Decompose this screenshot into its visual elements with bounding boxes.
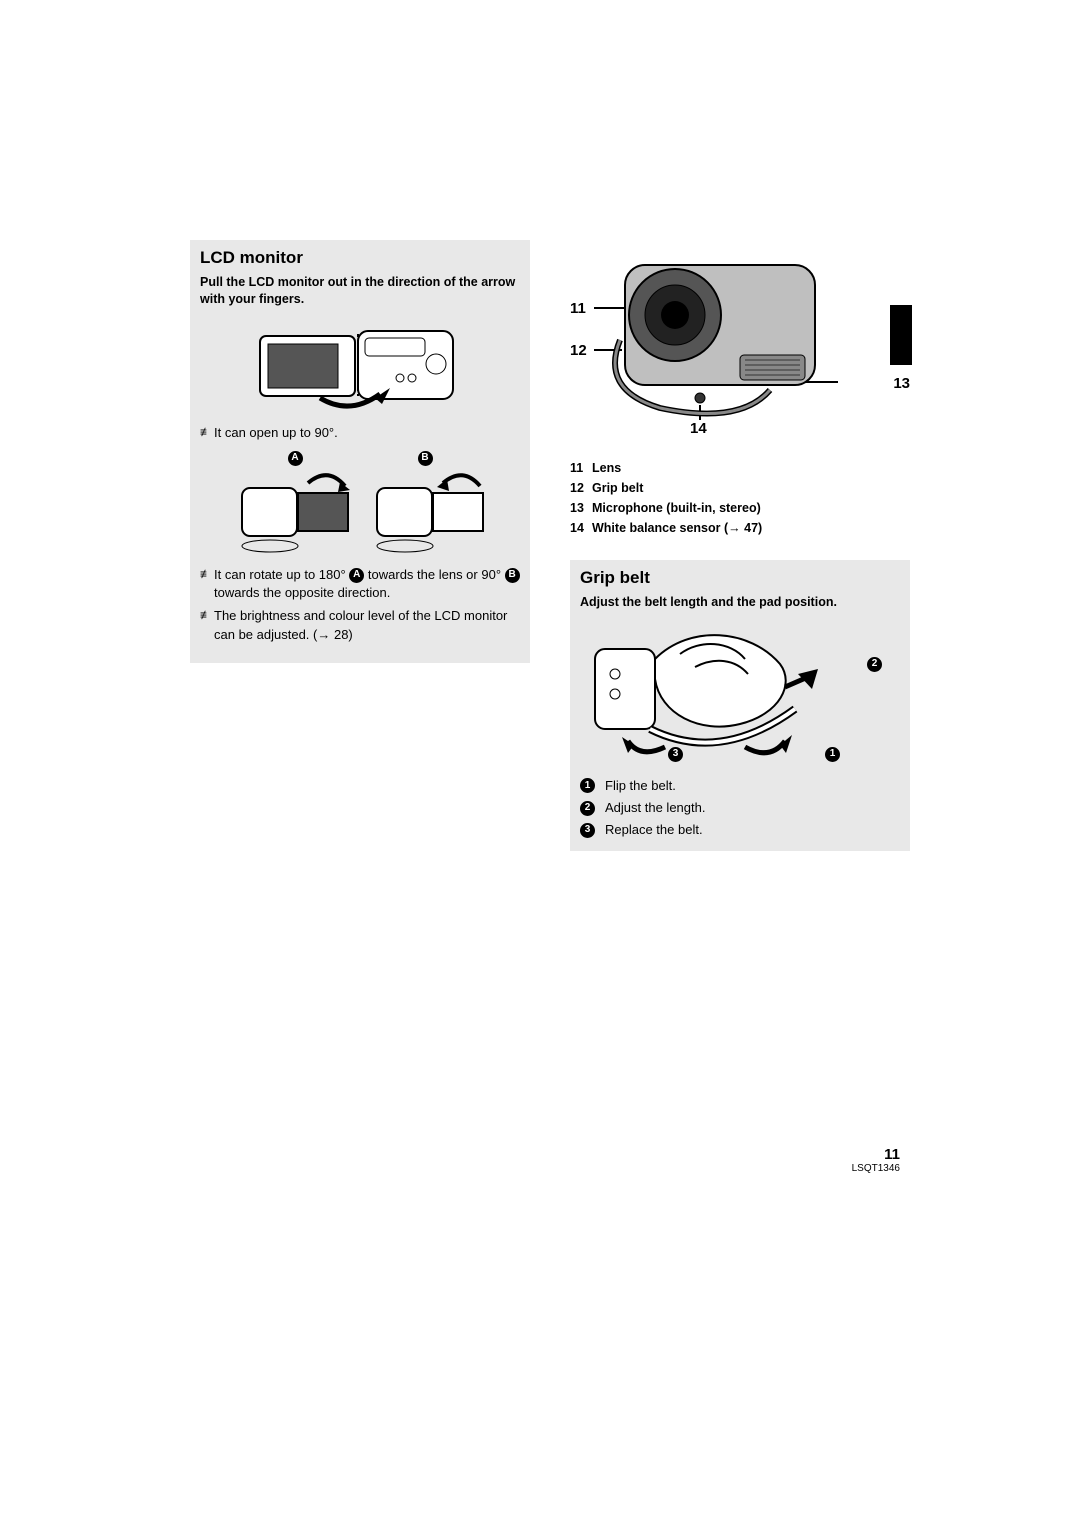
callout-14: 14 xyxy=(690,420,707,437)
lcd-open-bullet: It can open up to 90°. xyxy=(200,424,520,443)
part-label-11: Lens xyxy=(592,461,621,475)
grip-step-3: 3 Replace the belt. xyxy=(580,819,900,841)
rotate-text-3: towards the opposite direction. xyxy=(214,585,390,600)
grip-section: Grip belt Adjust the belt length and the… xyxy=(570,560,910,851)
page-footer: 11 LSQT1346 xyxy=(852,1146,900,1174)
step-2-icon: 2 xyxy=(580,801,595,816)
page-number: 11 xyxy=(852,1146,900,1163)
part-label-12: Grip belt xyxy=(592,481,643,495)
manual-page: LCD monitor Pull the LCD monitor out in … xyxy=(0,0,1080,1528)
grip-heading: Grip belt xyxy=(580,568,900,588)
grip-callout-3-icon: 3 xyxy=(668,747,683,762)
part-num-11: 11 xyxy=(570,458,592,478)
grip-step-1: 1 Flip the belt. xyxy=(580,775,900,797)
left-column: LCD monitor Pull the LCD monitor out in … xyxy=(190,240,530,859)
label-a-icon: A xyxy=(288,451,303,466)
grip-step-2: 2 Adjust the length. xyxy=(580,797,900,819)
part-label-14: White balance sensor (→ 47) xyxy=(592,521,762,535)
lcd-section: LCD monitor Pull the LCD monitor out in … xyxy=(190,240,530,663)
inline-label-a-icon: A xyxy=(349,568,364,583)
lcd-open-illustration xyxy=(250,316,470,416)
lcd-rotate-bullet: It can rotate up to 180° A towards the l… xyxy=(200,566,520,604)
parts-list: 11Lens 12Grip belt 13Microphone (built-i… xyxy=(570,458,910,538)
content-columns: LCD monitor Pull the LCD monitor out in … xyxy=(190,240,910,859)
grip-callout-1-icon: 1 xyxy=(825,747,840,762)
step-3-icon: 3 xyxy=(580,823,595,838)
doc-id: LSQT1346 xyxy=(852,1163,900,1174)
grip-instruction: Adjust the belt length and the pad posit… xyxy=(580,594,900,611)
part-12: 12Grip belt xyxy=(570,478,910,498)
step-3-text: Replace the belt. xyxy=(605,819,703,841)
label-b-icon: B xyxy=(418,451,433,466)
part-num-12: 12 xyxy=(570,478,592,498)
part-num-13: 13 xyxy=(570,498,592,518)
grip-illustration xyxy=(580,619,850,769)
lcd-open-bullet-list: It can open up to 90°. xyxy=(200,424,520,443)
lcd-instruction: Pull the LCD monitor out in the directio… xyxy=(200,274,520,308)
part-num-14: 14 xyxy=(570,518,592,538)
grip-steps: 1 Flip the belt. 2 Adjust the length. 3 Rep… xyxy=(580,775,900,841)
rotate-text-2: towards the lens or 90° xyxy=(364,567,504,582)
grip-callout-2-icon: 2 xyxy=(867,657,882,672)
inline-label-b-icon: B xyxy=(505,568,520,583)
camcorder-front-illustration xyxy=(570,240,860,440)
front-view-wrap: 11 12 13 14 xyxy=(570,240,910,440)
lcd-brightness-bullet: The brightness and colour level of the L… xyxy=(200,607,520,645)
part-14: 14White balance sensor (→ 47) xyxy=(570,518,910,538)
lcd-heading: LCD monitor xyxy=(200,248,520,268)
step-1-icon: 1 xyxy=(580,778,595,793)
step-2-text: Adjust the length. xyxy=(605,797,705,819)
part-13: 13Microphone (built-in, stereo) xyxy=(570,498,910,518)
part-label-13: Microphone (built-in, stereo) xyxy=(592,501,761,515)
lcd-rotate-bullets: It can rotate up to 180° A towards the l… xyxy=(200,566,520,645)
callout-12: 12 xyxy=(570,342,587,359)
ab-labels: A B xyxy=(200,451,520,466)
grip-illus-wrap: 2 1 3 xyxy=(580,619,900,769)
lcd-rotate-illustration xyxy=(230,468,490,558)
part-11: 11Lens xyxy=(570,458,910,478)
callout-11: 11 xyxy=(570,300,586,317)
right-column: 11 12 13 14 xyxy=(570,240,910,859)
step-1-text: Flip the belt. xyxy=(605,775,676,797)
callout-13: 13 xyxy=(893,375,910,392)
rotate-text-1: It can rotate up to 180° xyxy=(214,567,349,582)
